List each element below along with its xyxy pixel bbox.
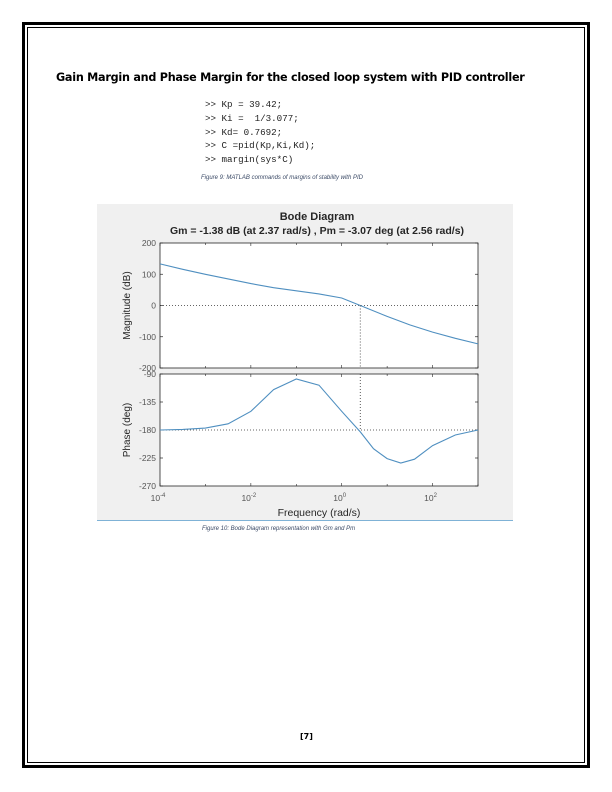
section-heading: Gain Margin and Phase Margin for the clo… [56,71,525,84]
bode-diagram-chart: Bode Diagram Gm = -1.38 dB (at 2.37 rad/s… [122,211,479,519]
code-line: >> Kd= 0.7692; [205,126,283,138]
phase-ytick-label: -90 [144,369,157,379]
xlabel: Frequency (rad/s) [278,507,361,519]
phase-ytick-label: -135 [139,397,156,407]
page-border-outer [22,22,590,768]
phase-ytick-label: -270 [139,481,156,491]
page-border-inner [27,27,585,763]
code-line: >> Kp = 39.42; [205,99,283,110]
code-line: >> margin(sys*C) [205,154,294,166]
magnitude-ytick-label: 100 [142,269,156,279]
figure-10-caption: Figure 10: Bode Diagram representation w… [202,526,356,532]
chart-title: Bode Diagram [280,211,355,223]
phase-curve [159,378,479,464]
page-number: [7] [300,732,313,741]
xtick-label: 10-2 [241,493,256,503]
code-line: >> Ki = 1/3.077; [205,112,299,124]
code-line: >> C =pid(Kp,Ki,Kd); [205,140,316,152]
xtick-label: 102 [424,493,437,503]
phase-ytick-label: -180 [139,425,156,435]
magnitude-ylabel: Magnitude (dB) [122,271,133,339]
magnitude-ytick-label: -100 [139,332,156,342]
matlab-code-block: >> Kp = 39.42; >> Ki = 1/3.077; >> Kd= 0.7… [205,98,315,167]
chart-subtitle: Gm = -1.38 dB (at 2.37 rad/s) , Pm = -3.… [170,225,464,237]
xtick-label: 100 [333,493,346,503]
phase-ylabel: Phase (deg) [122,403,133,457]
xtick-label: 10-4 [151,493,166,503]
bode-figure: Bode Diagram Gm = -1.38 dB (at 2.37 rad/s… [97,204,513,521]
magnitude-curve [159,263,479,345]
magnitude-ytick-label: 0 [151,301,156,311]
figure-9-caption: Figure 9: MATLAB commands of margins of … [201,175,363,181]
magnitude-ytick-label: -200 [139,363,156,373]
phase-ytick-label: -225 [139,453,156,463]
magnitude-ytick-label: 200 [142,238,156,248]
